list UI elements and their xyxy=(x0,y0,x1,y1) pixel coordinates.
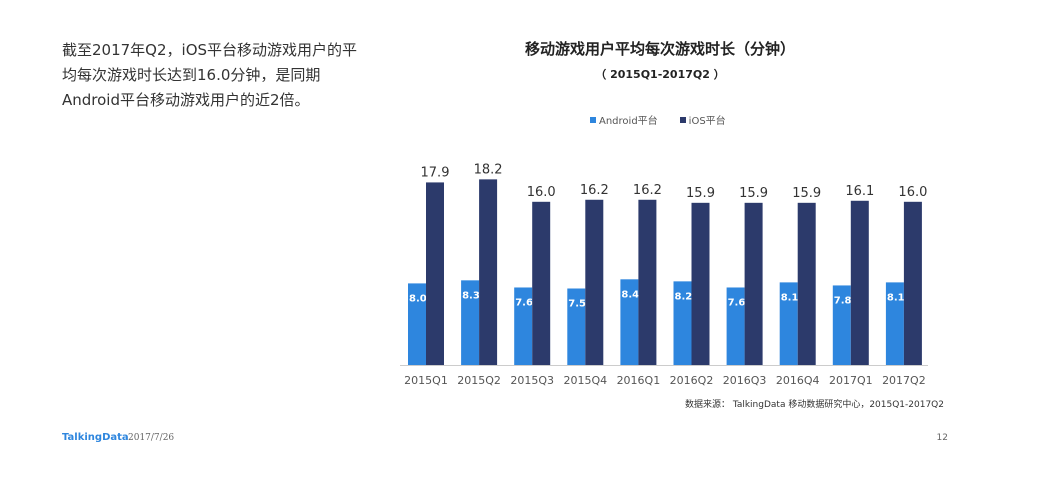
data-label-android-2016Q4: 8.1 xyxy=(781,292,799,303)
footer-date: 2017/7/26 xyxy=(128,433,175,443)
x-tick-label-2017Q2: 2017Q2 xyxy=(882,374,926,387)
chart-subtitle: （ 2015Q1-2017Q2 ） xyxy=(595,68,725,81)
legend-item-android: Android平台 xyxy=(590,112,658,127)
x-tick-label-2016Q4: 2016Q4 xyxy=(776,374,820,387)
data-label-ios-2016Q4: 15.9 xyxy=(792,186,821,201)
bar-ios-2015Q1 xyxy=(426,182,444,365)
data-label-android-2017Q2: 8.1 xyxy=(887,292,905,303)
x-tick-label-2015Q1: 2015Q1 xyxy=(404,374,448,387)
bar-android-2016Q1 xyxy=(620,279,639,365)
bar-ios-2015Q3 xyxy=(532,201,551,365)
legend-label-ios: iOS平台 xyxy=(688,116,726,127)
data-label-ios-2016Q3: 15.9 xyxy=(739,186,768,201)
summary-line-3: Android平台移动游戏用户的近2倍。 xyxy=(62,91,310,109)
bar-ios-2015Q4 xyxy=(585,199,604,365)
bar-ios-2017Q1 xyxy=(850,200,869,365)
bar-android-2017Q1 xyxy=(832,285,851,365)
x-tick-label-2016Q3: 2016Q3 xyxy=(723,374,767,387)
data-label-android-2017Q1: 7.8 xyxy=(834,295,852,306)
bar-android-2015Q1 xyxy=(408,283,426,365)
bar-android-2016Q3 xyxy=(726,287,745,365)
legend-label-android: Android平台 xyxy=(599,116,658,127)
data-label-ios-2015Q3: 16.0 xyxy=(527,185,556,200)
data-label-android-2015Q4: 7.5 xyxy=(568,299,586,310)
bar-ios-2016Q4 xyxy=(797,202,816,365)
page-number: 12 xyxy=(936,433,948,443)
x-tick-label-2015Q3: 2015Q3 xyxy=(510,374,554,387)
chart-title: 移动游戏用户平均每次游戏时长（分钟） xyxy=(524,40,795,58)
bar-ios-2017Q2 xyxy=(903,201,922,365)
chart-legend: Android平台 iOS平台 xyxy=(590,112,726,127)
data-label-ios-2017Q2: 16.0 xyxy=(898,185,927,200)
data-label-android-2015Q2: 8.3 xyxy=(462,290,480,301)
data-label-android-2016Q3: 7.6 xyxy=(728,297,746,308)
data-label-android-2016Q1: 8.4 xyxy=(621,289,639,300)
bar-android-2016Q4 xyxy=(779,282,798,365)
bar-android-2015Q3 xyxy=(514,287,533,365)
legend-item-ios: iOS平台 xyxy=(679,112,726,127)
legend-swatch-android xyxy=(590,116,596,123)
footer-brand-logo: TalkingData xyxy=(62,432,129,443)
data-label-android-2015Q1: 8.0 xyxy=(409,293,427,304)
x-tick-label-2015Q4: 2015Q4 xyxy=(563,374,607,387)
bar-ios-2015Q2 xyxy=(479,179,498,365)
x-tick-label-2016Q2: 2016Q2 xyxy=(670,374,714,387)
data-label-ios-2015Q1: 17.9 xyxy=(421,165,450,180)
data-label-ios-2015Q4: 16.2 xyxy=(580,183,609,198)
x-tick-label-2017Q1: 2017Q1 xyxy=(829,374,873,387)
data-label-ios-2016Q1: 16.2 xyxy=(633,183,662,198)
summary-line-1: 截至2017年Q2，iOS平台移动游戏用户的平 xyxy=(62,41,358,59)
bar-android-2016Q2 xyxy=(673,281,692,365)
legend-swatch-ios xyxy=(679,116,686,123)
summary-line-2: 均每次游戏时长达到16.0分钟，是同期 xyxy=(62,66,321,84)
data-label-ios-2015Q2: 18.2 xyxy=(474,162,503,177)
summary-text: 截至2017年Q2，iOS平台移动游戏用户的平 均每次游戏时长达到16.0分钟，… xyxy=(62,38,372,113)
bar-ios-2016Q3 xyxy=(744,202,763,365)
data-label-ios-2016Q2: 15.9 xyxy=(686,186,715,201)
bar-ios-2016Q2 xyxy=(691,202,710,365)
bar-android-2017Q2 xyxy=(885,282,904,365)
x-tick-label-2016Q1: 2016Q1 xyxy=(617,374,661,387)
source-note: 数据来源： TalkingData 移动数据研究中心，2015Q1-2017Q2 xyxy=(684,400,944,410)
data-label-ios-2017Q1: 16.1 xyxy=(845,184,874,199)
bar-android-2015Q2 xyxy=(461,280,480,365)
data-label-android-2015Q3: 7.6 xyxy=(515,297,533,308)
x-tick-label-2015Q2: 2015Q2 xyxy=(457,374,501,387)
bar-ios-2016Q1 xyxy=(638,199,657,365)
data-label-android-2016Q2: 8.2 xyxy=(675,291,693,302)
bar-android-2015Q4 xyxy=(567,288,586,365)
